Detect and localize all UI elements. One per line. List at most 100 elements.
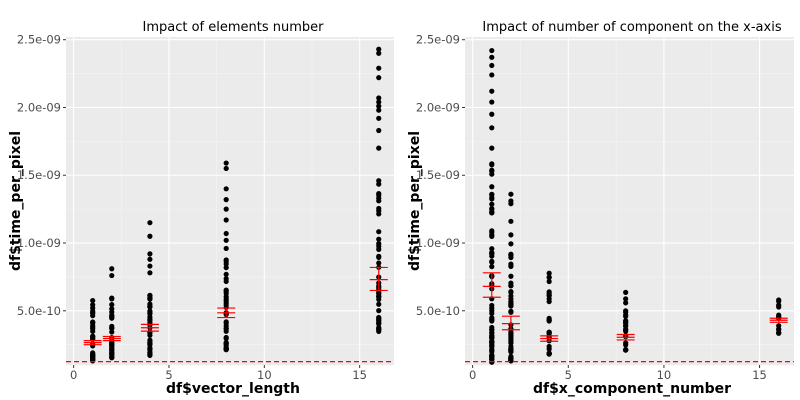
x-axis-title: df$vector_length	[166, 381, 300, 397]
data-point	[223, 276, 229, 282]
data-point	[109, 306, 115, 312]
data-point	[223, 257, 229, 263]
data-point	[623, 289, 629, 295]
data-point	[776, 323, 782, 329]
y-axis-ticks: 5.0e-10 1.0e-09 1.5e-09 2.0e-09 2.5e-09	[416, 33, 465, 318]
data-point	[223, 265, 229, 271]
data-point	[90, 350, 96, 356]
data-point	[223, 296, 229, 302]
data-point	[376, 145, 382, 151]
data-point	[109, 295, 115, 301]
data-point	[623, 323, 629, 329]
data-point	[546, 270, 552, 276]
data-point	[223, 237, 229, 243]
data-point	[376, 326, 382, 332]
data-point	[508, 283, 514, 289]
x-tick-label: 15	[352, 368, 367, 382]
data-point	[489, 54, 495, 60]
data-point	[376, 178, 382, 184]
x-tick-label: 5	[565, 368, 572, 382]
data-point	[489, 310, 495, 316]
data-point	[147, 233, 153, 239]
data-point	[376, 127, 382, 134]
data-point	[376, 321, 382, 327]
data-point	[376, 229, 382, 235]
data-point	[223, 245, 229, 252]
y-tick-label: 1.5e-09	[17, 168, 61, 182]
data-point	[376, 236, 382, 242]
left-panel: Impact of elements number 0 5 10 15 5.0e-10…	[8, 20, 394, 397]
x-axis-ticks: 0 5 10 15	[70, 365, 367, 382]
data-point	[489, 327, 495, 333]
data-point	[223, 335, 229, 342]
data-point	[776, 302, 782, 308]
data-point	[508, 191, 514, 197]
x-tick-label: 15	[752, 368, 767, 382]
data-point	[109, 329, 115, 335]
data-point	[109, 272, 115, 279]
data-point	[223, 186, 229, 192]
data-point	[223, 206, 229, 212]
data-point	[376, 308, 382, 314]
data-point	[546, 296, 552, 302]
data-point	[623, 318, 629, 324]
chart-title: Impact of number of component on the x-a…	[482, 20, 781, 35]
y-tick-label: 2.5e-09	[416, 33, 460, 47]
chart-title: Impact of elements number	[142, 20, 324, 35]
data-point	[147, 251, 153, 257]
data-point	[376, 115, 382, 121]
data-point	[147, 295, 153, 301]
data-point	[147, 349, 153, 356]
data-point	[376, 103, 382, 109]
y-axis-title: df$time_per_pixel	[8, 131, 24, 271]
data-point	[376, 243, 382, 249]
data-point	[489, 258, 495, 264]
data-point	[489, 168, 495, 174]
data-point	[376, 254, 382, 260]
data-point	[489, 352, 495, 359]
data-point	[508, 288, 514, 295]
data-point	[489, 316, 495, 322]
data-points	[66, 46, 394, 364]
y-tick-label: 2.5e-09	[17, 33, 61, 47]
data-point	[546, 329, 552, 335]
data-point	[489, 88, 495, 94]
data-point	[623, 296, 629, 302]
data-point	[508, 198, 514, 204]
grid-lines	[465, 37, 794, 365]
right-panel: Impact of number of component on the x-a…	[407, 20, 794, 397]
data-point	[508, 338, 514, 345]
data-point	[223, 346, 229, 352]
data-point	[508, 232, 514, 238]
plot-background	[66, 37, 394, 365]
data-point	[776, 327, 782, 333]
y-tick-label: 5.0e-10	[416, 304, 460, 318]
x-axis-title: df$x_component_number	[533, 381, 731, 397]
data-point	[489, 145, 495, 151]
data-point	[508, 346, 514, 352]
data-point	[147, 220, 153, 226]
data-point	[147, 342, 153, 348]
data-point	[508, 241, 514, 247]
data-point	[508, 263, 514, 269]
data-point	[109, 312, 115, 318]
data-point	[90, 297, 96, 304]
data-point	[489, 201, 495, 207]
data-point	[376, 65, 382, 71]
data-point	[109, 266, 115, 272]
data-point	[489, 111, 495, 117]
y-axis-ticks: 5.0e-10 1.0e-09 1.5e-09 2.0e-09 2.5e-09	[17, 33, 66, 318]
data-point	[508, 251, 514, 257]
data-point	[147, 310, 153, 316]
data-point	[489, 210, 495, 216]
data-point	[489, 346, 495, 353]
x-tick-label: 10	[657, 368, 672, 382]
data-point	[376, 107, 382, 113]
data-point	[376, 198, 382, 204]
data-point	[623, 313, 629, 319]
data-point	[489, 194, 495, 201]
data-point	[109, 302, 115, 308]
data-point	[376, 95, 382, 101]
data-point	[376, 293, 382, 299]
